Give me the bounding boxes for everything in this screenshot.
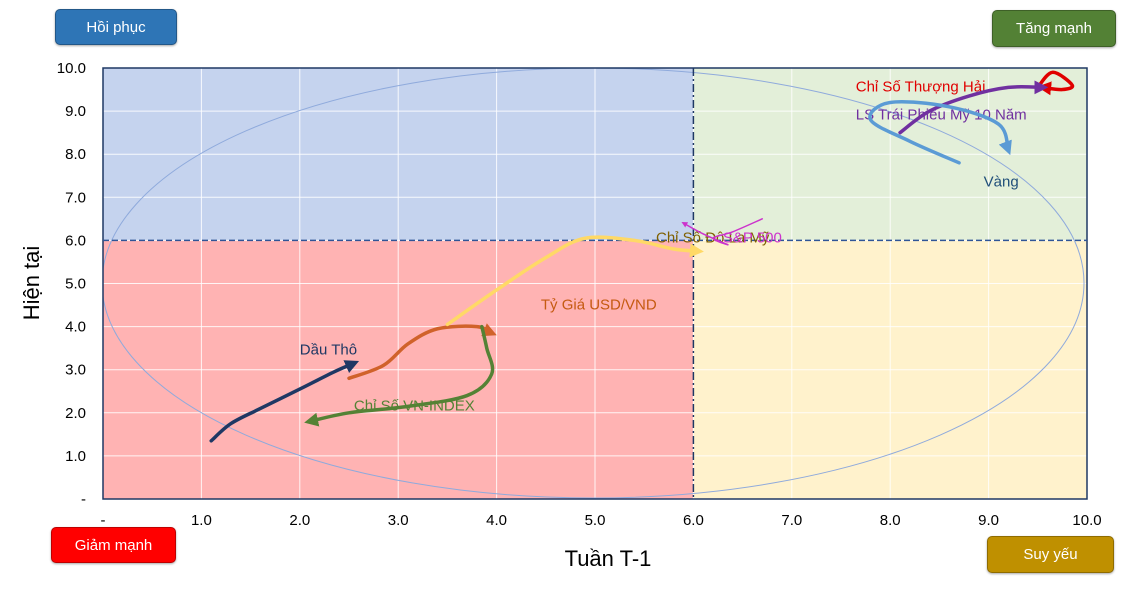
series-line-ls-trai-phieu-my-10-nam [898, 80, 1049, 135]
x-tick-label: - [101, 512, 106, 529]
tang-manh-button[interactable]: Tăng mạnh [992, 10, 1116, 47]
x-tick-label: 5.0 [585, 512, 606, 529]
y-tick-label: 9.0 [65, 103, 86, 120]
y-axis-title: Hiện tại [19, 246, 44, 321]
series-label-chi-so-vn-index: Chỉ Số VN-INDEX [354, 398, 475, 415]
y-tick-label: 10.0 [57, 60, 86, 77]
x-axis-title: Tuần T-1 [565, 546, 652, 571]
y-tick-label: 1.0 [65, 448, 86, 465]
series-line-s-p-500 [681, 218, 764, 246]
series-label-ty-gia-usd-vnd: Tỷ Giá USD/VND [541, 296, 657, 313]
suy-yeu-button[interactable]: Suy yếu [987, 536, 1114, 573]
series-layer: Dầu Thô Tỷ Giá USD/VND Chỉ Số VN-INDEX Chỉ … [209, 70, 1075, 443]
series-line-ty-gia-usd-vnd [347, 323, 497, 381]
frame-layer [102, 67, 1088, 500]
series-label-vang: Vàng [984, 174, 1019, 191]
series-line-chi-so-do-la-my [445, 235, 704, 327]
y-tick-label: 7.0 [65, 189, 86, 206]
hoi-phuc-button[interactable]: Hồi phục [55, 9, 177, 45]
x-tick-label: 1.0 [191, 512, 212, 529]
series-line-chi-so-thuong-hai [1036, 70, 1075, 96]
series-label-s-p-500: S&P 500 [723, 230, 782, 247]
x-tick-label: 8.0 [880, 512, 901, 529]
plot-frame [102, 67, 1088, 500]
series-line-vang [868, 99, 1012, 165]
series-line-chi-so-vn-index [304, 324, 495, 427]
y-tick-label: 6.0 [65, 232, 86, 249]
x-tick-label: 10.0 [1072, 512, 1101, 529]
x-tick-label: 6.0 [683, 512, 704, 529]
y-tick-label: 4.0 [65, 319, 86, 336]
x-tick-label: 2.0 [289, 512, 310, 529]
series-label-chi-so-thuong-hai: Chỉ Số Thượng Hải [856, 79, 986, 96]
y-tick-label: 8.0 [65, 146, 86, 163]
y-tick-label: 5.0 [65, 276, 86, 293]
x-tick-label: 4.0 [486, 512, 507, 529]
y-tick-label: 2.0 [65, 405, 86, 422]
center-ellipse [103, 68, 1085, 499]
series-label-ls-trai-phieu-my-10-nam: LS Trái Phiếu Mỹ 10 Năm [856, 107, 1027, 124]
x-tick-label: 3.0 [388, 512, 409, 529]
y-tick-label: - [81, 491, 86, 508]
series-line-dau-tho [209, 360, 360, 443]
y-tick-label: 3.0 [65, 362, 86, 379]
giam-manh-button[interactable]: Giảm mạnh [51, 527, 176, 563]
x-tick-label: 7.0 [781, 512, 802, 529]
x-tick-label: 9.0 [978, 512, 999, 529]
tick-layer: - 1.0 2.0 3.0 4.0 5.0 6.0 7.0 8.0 9.0 10.0 - 1.0 2.0 3… [57, 60, 1102, 529]
series-label-dau-tho: Dầu Thô [300, 342, 357, 359]
